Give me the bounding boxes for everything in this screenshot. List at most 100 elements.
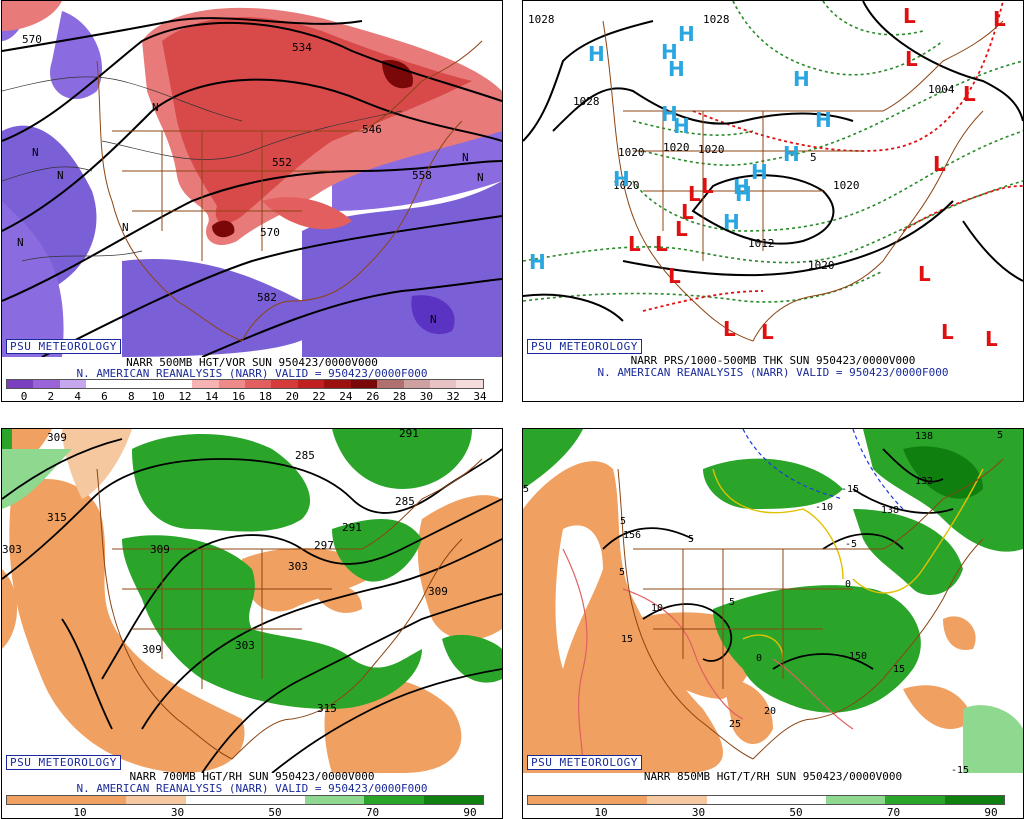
- high-pressure-marker: H: [529, 250, 546, 274]
- height-label: 138: [881, 505, 899, 516]
- high-pressure-marker: H: [735, 182, 752, 206]
- colorbar-tick-label: 18: [258, 390, 273, 403]
- contour-label: 558: [412, 169, 432, 182]
- colorbar-tick-label: 70: [365, 806, 380, 819]
- high-pressure-marker: H: [793, 67, 810, 91]
- height-label: 156: [623, 530, 641, 541]
- colorbar-swatch: [59, 380, 87, 388]
- high-pressure-marker: H: [733, 175, 750, 199]
- height-label: 285: [395, 495, 415, 508]
- isobar-label: 1028: [573, 95, 600, 108]
- height-label: 150: [849, 651, 867, 662]
- isobar-label: 1020: [613, 179, 640, 192]
- psu-meteorology-badge: PSU METEOROLOGY: [6, 339, 121, 354]
- isobar-label: 1020: [833, 179, 860, 192]
- colorbar-swatch: [297, 380, 325, 388]
- high-pressure-marker: H: [588, 42, 605, 66]
- colorbar-swatch: [7, 380, 34, 388]
- colorbar-swatch: [126, 796, 186, 804]
- height-label: 303: [288, 560, 308, 573]
- colorbar-tick-label: 90: [984, 806, 998, 819]
- height-label: 291: [399, 429, 419, 440]
- temperature-label: -5: [845, 539, 857, 550]
- colorbar-tick-label: 50: [789, 806, 803, 819]
- colorbar-tick-label: 22: [312, 390, 326, 403]
- map-500mb: 570 534 546 552 558 570 582 N N N N N N …: [2, 1, 502, 357]
- panel-caption-valid: N. AMERICAN REANALYSIS (NARR) VALID = 95…: [76, 367, 428, 380]
- low-pressure-marker: L: [688, 182, 701, 206]
- colorbar-swatch: [165, 380, 193, 388]
- high-pressure-marker: H: [678, 22, 695, 46]
- colorbar-swatch: [244, 380, 272, 388]
- colorbar-tick-label: 10: [594, 806, 608, 819]
- panel-caption-title: NARR 850MB HGT/T/RH SUN 950423/0000V000: [643, 770, 903, 783]
- high-pressure-marker: H: [673, 114, 690, 138]
- contour-label: 552: [272, 156, 292, 169]
- vort-min-label: N: [122, 221, 129, 234]
- colorbar-rh: [527, 795, 1005, 805]
- colorbar-swatch: [423, 796, 483, 804]
- isobar-label: 1020: [808, 259, 835, 272]
- low-pressure-marker: L: [761, 320, 774, 344]
- height-label: 138: [915, 431, 933, 442]
- high-pressure-marker: H: [751, 160, 768, 184]
- high-pressure-marker: H: [723, 210, 740, 234]
- colorbar-tick-label: 34: [473, 390, 487, 403]
- colorbar-swatch: [33, 380, 60, 388]
- low-pressure-marker: L: [675, 217, 688, 241]
- colorbar-swatch: [324, 380, 351, 388]
- vort-min-label: N: [152, 101, 159, 114]
- height-label: 315: [317, 702, 337, 715]
- height-label: 309: [428, 585, 448, 598]
- contour-label: 582: [257, 291, 277, 304]
- colorbar-swatch: [456, 380, 483, 388]
- colorbar-swatch: [304, 796, 364, 804]
- colorbar-ticks: 0 2 4 6 8 10 12 14 16 18 20 22 24 26 28 30 32 34: [2, 390, 502, 403]
- low-pressure-marker: L: [963, 82, 976, 106]
- colorbar-swatch: [185, 796, 245, 804]
- colorbar-tick-label: 10: [73, 806, 87, 819]
- low-pressure-marker: L: [905, 47, 918, 71]
- height-label: 315: [47, 511, 67, 524]
- high-pressure-marker: H: [783, 142, 800, 166]
- colorbar-swatch: [528, 796, 588, 804]
- colorbar-swatch: [7, 796, 67, 804]
- map-pressure: 1028 1028 1020 1020 1020 1020 1012 1020 …: [523, 1, 1023, 357]
- colorbar-tick-label: 16: [231, 390, 246, 403]
- colorbar-swatch: [647, 796, 707, 804]
- height-label: 297: [314, 539, 334, 552]
- colorbar-swatch: [364, 796, 424, 804]
- colorbar-tick-label: 30: [419, 390, 433, 403]
- height-label: 303: [235, 639, 255, 652]
- colorbar-ticks: 10 30 50 70 90: [2, 806, 502, 819]
- high-pressure-marker: H: [613, 167, 630, 191]
- colorbar-swatch: [825, 796, 885, 804]
- low-pressure-marker: L: [681, 200, 694, 224]
- colorbar-swatch: [944, 796, 1004, 804]
- colorbar-swatch: [350, 380, 378, 388]
- low-pressure-marker: L: [628, 232, 641, 256]
- colorbar-tick-label: 26: [366, 390, 380, 403]
- temperature-label: 10: [651, 603, 663, 614]
- vort-min-label: N: [462, 151, 469, 164]
- contour-label: 570: [22, 33, 42, 46]
- panel-caption-title: NARR 500MB HGT/VOR SUN 950423/0000V000: [126, 356, 378, 369]
- panel-caption-title: NARR PRS/1000-500MB THK SUN 950423/0000V…: [630, 354, 916, 367]
- colorbar-swatch: [218, 380, 245, 388]
- colorbar-swatch: [139, 380, 166, 388]
- temperature-label: 5: [523, 484, 529, 495]
- low-pressure-marker: L: [941, 320, 954, 344]
- temperature-label: 25: [729, 719, 741, 730]
- panel-850mb-temp-rh: 5 156 5 5 5 -15 -10 -5 0 0 5 15 10 150 1…: [522, 428, 1024, 819]
- low-pressure-marker: L: [993, 7, 1006, 31]
- colorbar-tick-label: 28: [392, 390, 407, 403]
- contour-label: 570: [260, 226, 280, 239]
- colorbar-ticks: 10 30 50 70 90: [523, 806, 1023, 819]
- colorbar-swatch: [66, 796, 126, 804]
- map-700mb: 309 315 285 291 285 291 297 303 309 309 …: [2, 429, 502, 773]
- low-pressure-marker: L: [985, 327, 998, 351]
- colorbar-swatch: [245, 796, 305, 804]
- colorbar-swatch: [766, 796, 826, 804]
- map-850mb: 5 156 5 5 5 -15 -10 -5 0 0 5 15 10 150 1…: [523, 429, 1023, 773]
- vort-min-label: N: [57, 169, 64, 182]
